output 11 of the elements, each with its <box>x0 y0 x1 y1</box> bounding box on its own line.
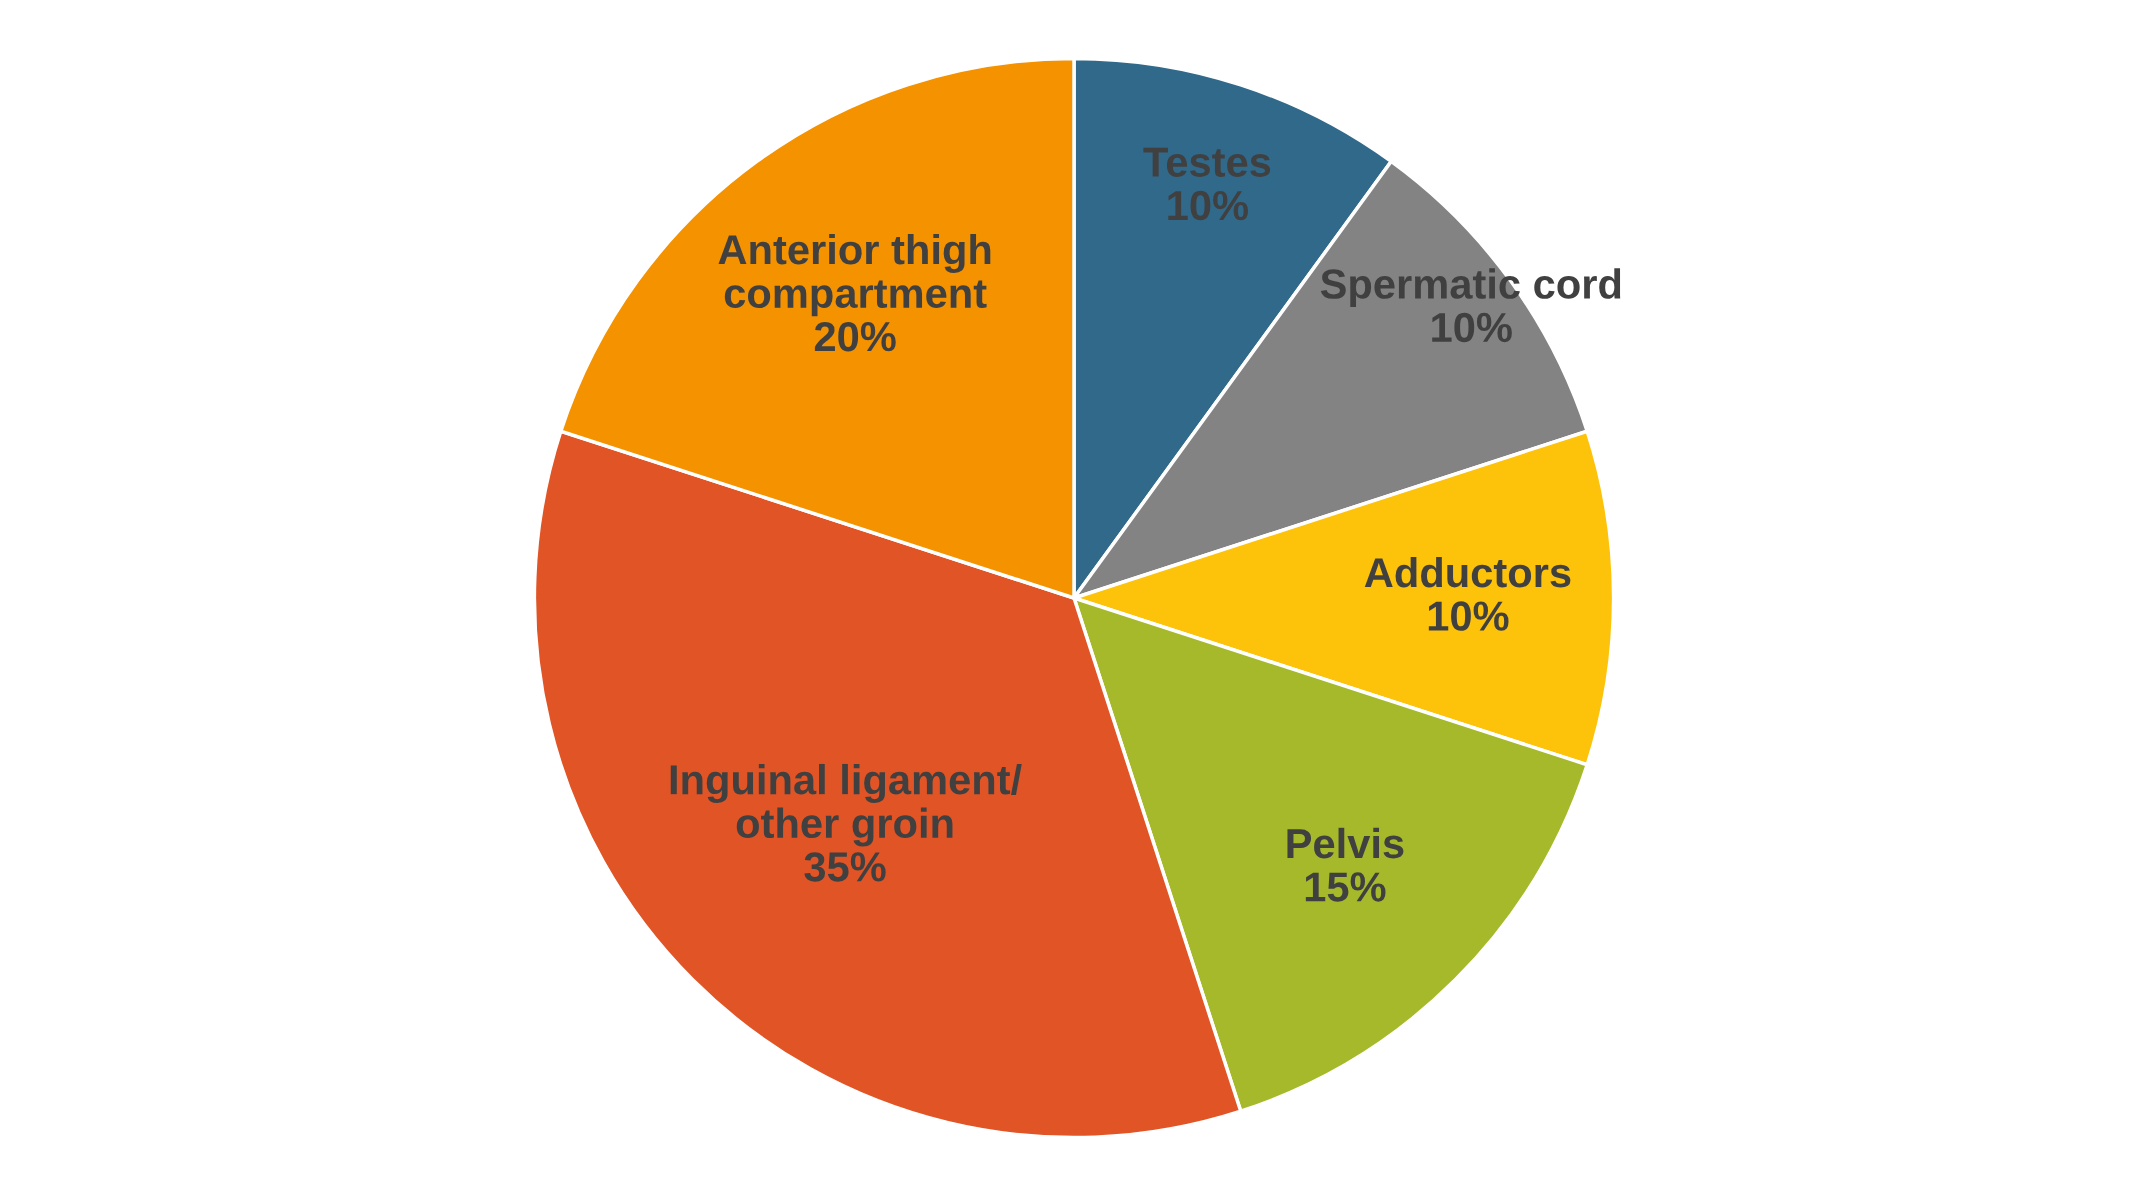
data-label: 15% <box>1305 872 1386 902</box>
data-label: 10% <box>1168 190 1248 221</box>
data-label: 10% <box>1428 601 1509 631</box>
slice-label: Anterior thigh compartment <box>718 233 991 317</box>
data-label: 10% <box>1432 312 1512 343</box>
slice-label: Testes <box>1143 147 1271 177</box>
slice-label: Inguinal ligament/ other groin <box>670 763 1022 847</box>
data-label: 35% <box>804 852 886 882</box>
slice-label: Pelvis <box>1287 827 1404 859</box>
slice-label: Adductors <box>1364 556 1571 588</box>
data-label: 20% <box>814 321 896 352</box>
